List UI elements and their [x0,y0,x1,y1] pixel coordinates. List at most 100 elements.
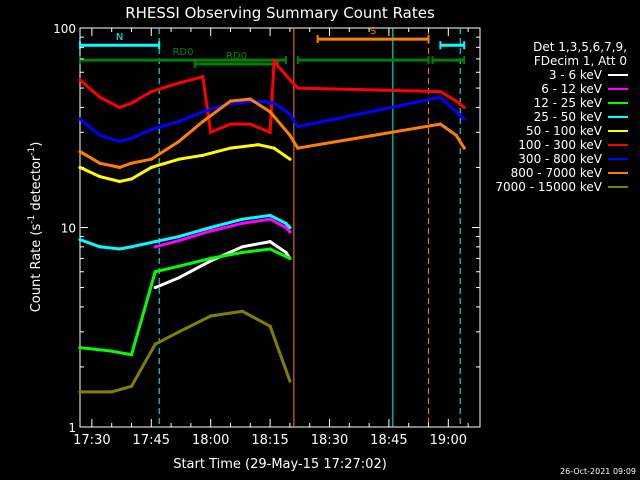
data-point-8-0 [78,390,82,394]
data-point-3-8 [268,213,272,217]
data-point-8-8 [288,379,292,383]
data-point-5-4 [149,89,153,94]
legend-label-2: 12 - 25 keV [534,96,603,110]
data-point-5-1 [98,95,102,99]
data-point-6-3 [129,136,134,140]
data-point-2-5 [209,256,213,261]
data-point-5-16 [462,105,466,109]
data-point-8-4 [177,330,181,334]
data-point-3-9 [284,221,288,225]
legend-label-7: 800 - 7000 keV [511,166,603,180]
x-tick-label-1: 17:45 [133,433,170,448]
legend-header-line-1: Det 1,3,5,6,7,9, [533,40,627,54]
data-point-5-2 [118,105,122,109]
data-point-3-1 [98,245,102,249]
data-point-7-3 [129,161,134,165]
data-point-1-2 [209,229,213,233]
plot-area: N S RD0 RD0 [78,26,481,428]
data-point-2-4 [177,264,181,268]
data-point-8-1 [110,390,114,394]
data-point-3-0 [78,237,82,242]
data-point-5-5 [177,81,181,85]
data-point-5-13 [296,86,300,90]
x-tick-label-3: 18:15 [251,433,288,448]
data-point-1-0 [153,245,157,249]
data-point-8-2 [129,384,134,388]
legend-label-3: 25 - 50 keV [534,110,603,124]
data-point-2-2 [129,353,134,357]
annotation-label-0: N [116,32,123,43]
data-point-7-5 [177,139,181,144]
data-point-5-10 [268,130,272,134]
data-point-1-1 [177,238,181,243]
data-point-5-0 [78,78,82,82]
x-tick-label-6: 19:00 [430,433,467,448]
data-point-5-9 [248,122,252,126]
legend: Det 1,3,5,6,7,9, FDecim 1, Att 0 3 - 6 k… [495,40,628,194]
x-tick-label-0: 17:30 [73,433,110,448]
data-point-6-5 [177,119,181,124]
data-point-1-6 [288,230,292,234]
data-point-2-0 [78,346,82,350]
data-point-1-5 [284,225,288,230]
data-point-5-14 [438,89,442,94]
data-point-7-13 [454,133,458,137]
y-axis-label-sup: -1 [27,215,37,224]
data-point-2-3 [153,270,157,274]
data-point-0-1 [177,276,181,280]
y-tick-label-2: 100 [53,22,76,36]
data-point-4-10 [288,157,292,161]
data-point-7-11 [296,146,300,150]
x-tick-label-2: 18:00 [192,433,229,448]
data-point-3-3 [129,245,134,249]
data-point-4-9 [272,146,276,150]
data-point-5-12 [288,78,292,82]
data-point-6-2 [118,139,122,144]
data-point-5-3 [129,101,134,105]
data-point-8-3 [153,342,157,346]
data-point-2-1 [110,349,114,353]
data-point-3-4 [153,239,157,244]
y-axis-label-tail-sup: -1 [27,147,37,156]
data-point-4-7 [228,146,233,150]
data-point-5-15 [454,99,458,103]
data-point-7-4 [149,157,153,161]
x-axis: 17:30 17:45 18:00 18:15 18:30 18:45 19:00 [73,28,469,448]
data-point-7-12 [438,122,442,126]
data-point-5-6 [201,75,205,79]
timestamp: 26-Oct-2021 09:09 [560,467,636,476]
y-axis: 1 10 100 [53,22,480,435]
data-point-0-5 [284,250,288,255]
data-point-7-6 [201,119,205,124]
data-point-6-4 [149,127,153,132]
data-point-6-11 [296,125,300,129]
data-point-2-7 [268,247,272,251]
data-point-8-6 [240,309,244,313]
data-point-5-7 [209,130,213,134]
data-point-4-8 [256,143,260,147]
data-point-7-7 [228,99,233,103]
data-point-7-0 [78,150,82,154]
data-point-7-1 [98,161,102,165]
data-point-1-3 [240,221,244,225]
data-point-4-5 [177,157,181,161]
data-point-2-6 [240,250,244,255]
legend-label-4: 50 - 100 keV [526,124,603,138]
data-point-6-10 [288,112,292,116]
legend-label-5: 100 - 300 keV [518,138,602,152]
data-point-0-4 [268,239,272,244]
data-point-5-11 [272,59,276,64]
y-tick-label-0: 1 [68,421,76,435]
x-tick-label-4: 18:30 [311,433,348,448]
annotation-label-3: RD0 [172,47,193,58]
legend-label-1: 6 - 12 keV [541,82,603,96]
y-axis-label-text: Count Rate (s [29,224,44,313]
y-axis-label-close: ) [29,142,44,147]
data-point-6-0 [78,117,82,121]
legend-label-8: 7000 - 15000 keV [495,180,602,194]
data-point-3-7 [240,217,244,221]
data-point-8-7 [268,324,272,328]
annotation-label-2: S [370,26,376,37]
data-point-4-2 [118,179,122,184]
